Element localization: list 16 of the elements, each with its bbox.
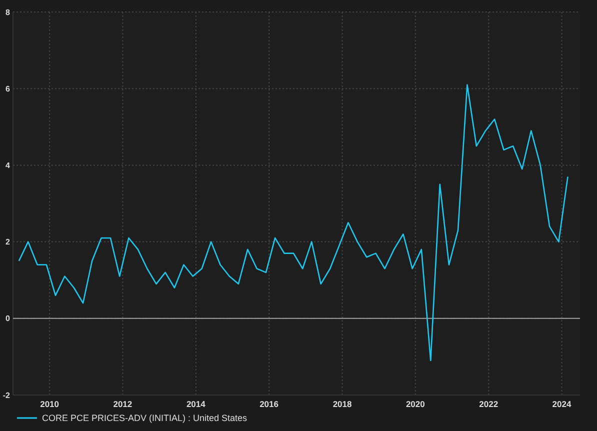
x-tick-label: 2016 — [260, 399, 279, 409]
line-series — [18, 84, 568, 362]
x-tick-label: 2012 — [113, 399, 132, 409]
x-tick-label: 2022 — [479, 399, 498, 409]
x-tick-label: 2014 — [186, 399, 206, 409]
y-tick-label: 8 — [6, 8, 11, 17]
x-tick-label: 2020 — [406, 399, 426, 409]
x-tick-label: 2018 — [332, 399, 352, 409]
y-tick-label: 0 — [6, 314, 11, 324]
y-tick-label: 4 — [6, 161, 11, 170]
legend-label: CORE PCE PRICES-ADV (INITIAL) : United States — [42, 413, 248, 424]
y-tick-label: 2 — [6, 238, 11, 247]
y-tick-label: 6 — [6, 84, 11, 94]
x-tick-label: 2024 — [552, 399, 572, 409]
x-tick-label: 2010 — [40, 399, 60, 409]
y-tick-label: -2 — [2, 390, 11, 400]
